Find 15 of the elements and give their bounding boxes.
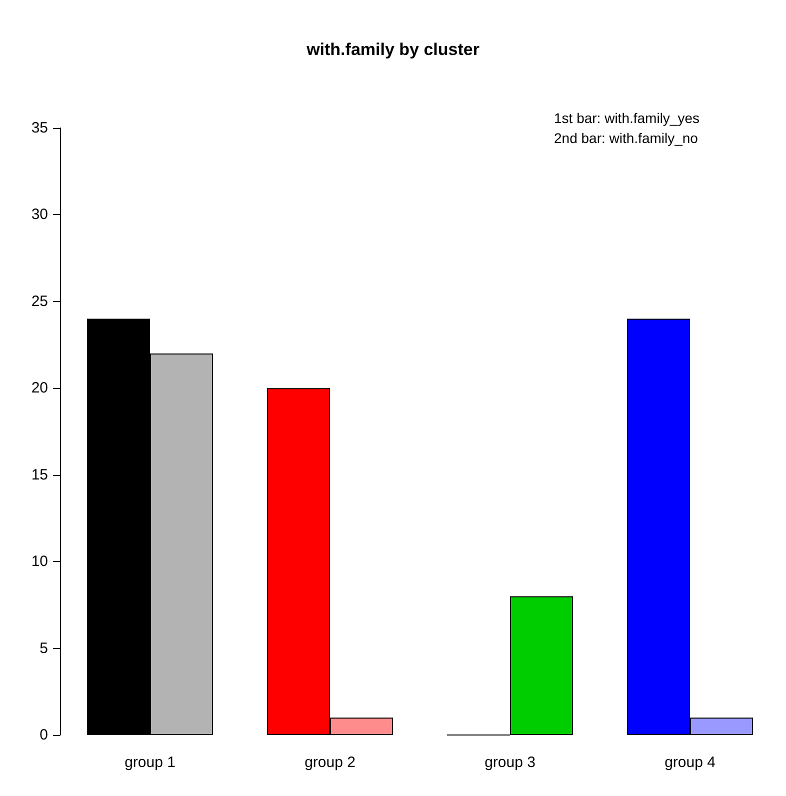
x-tick-label: group 4 [664,754,716,771]
x-tick-label: group 1 [124,754,176,771]
x-tick-label: group 3 [484,754,536,771]
y-tick-label: 0 [40,726,48,744]
y-tick-label: 20 [31,380,48,397]
y-tick-label: 30 [31,206,48,224]
text: 1st bar: with.family_yes [554,110,700,126]
y-tick-label: 10 [31,553,48,570]
chart-title: with.family by cluster [306,40,480,59]
x-tick-label: group 2 [304,754,356,771]
annotation: 2nd bar: with.family_no [554,130,698,146]
y-tick-label: 5 [40,640,48,657]
y-tick-label: 35 [31,120,48,136]
y-tick-label: 25 [31,292,48,310]
y-tick-label: 15 [31,466,48,484]
